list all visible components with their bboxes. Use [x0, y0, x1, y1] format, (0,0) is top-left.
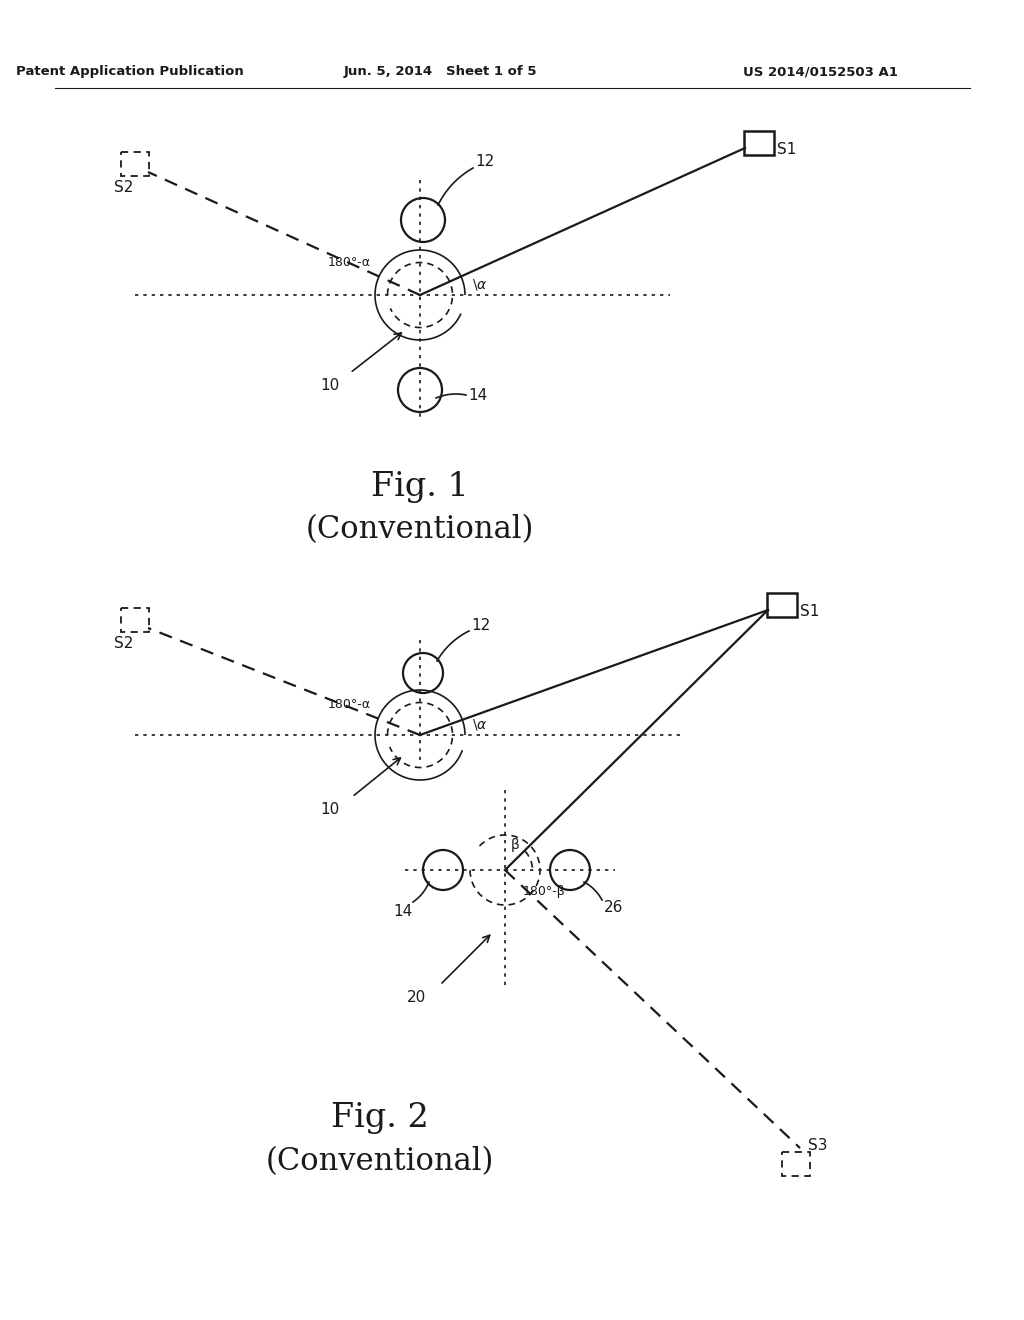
Text: S3: S3	[808, 1138, 827, 1154]
Text: 180°-β: 180°-β	[523, 886, 565, 899]
Text: S1: S1	[777, 143, 797, 157]
Bar	[767, 593, 797, 616]
Bar	[744, 131, 774, 154]
Text: 12: 12	[475, 154, 495, 169]
Bar	[121, 609, 150, 632]
Text: β: β	[511, 838, 520, 851]
Text: 26: 26	[604, 900, 624, 916]
Text: S2: S2	[114, 636, 133, 652]
Text: 14: 14	[468, 388, 487, 403]
Text: Fig. 1: Fig. 1	[371, 471, 469, 503]
Text: $\backslash\alpha$: $\backslash\alpha$	[472, 277, 487, 293]
Text: Fig. 2: Fig. 2	[331, 1102, 429, 1134]
Text: Jun. 5, 2014   Sheet 1 of 5: Jun. 5, 2014 Sheet 1 of 5	[343, 66, 537, 78]
Text: 10: 10	[319, 378, 339, 392]
Bar	[782, 1152, 810, 1176]
Text: Patent Application Publication: Patent Application Publication	[16, 66, 244, 78]
Text: 180°-α: 180°-α	[328, 698, 371, 711]
Bar	[121, 152, 150, 176]
Text: S2: S2	[114, 181, 133, 195]
Text: US 2014/0152503 A1: US 2014/0152503 A1	[742, 66, 897, 78]
Text: 14: 14	[393, 904, 413, 920]
Text: (Conventional): (Conventional)	[306, 515, 535, 545]
Text: (Conventional): (Conventional)	[266, 1147, 495, 1177]
Text: 180°-α: 180°-α	[328, 256, 371, 269]
Text: $\backslash\alpha$: $\backslash\alpha$	[472, 718, 487, 733]
Text: 12: 12	[471, 618, 490, 632]
Text: 20: 20	[407, 990, 426, 1006]
Text: S1: S1	[800, 605, 819, 619]
Text: 10: 10	[319, 801, 339, 817]
